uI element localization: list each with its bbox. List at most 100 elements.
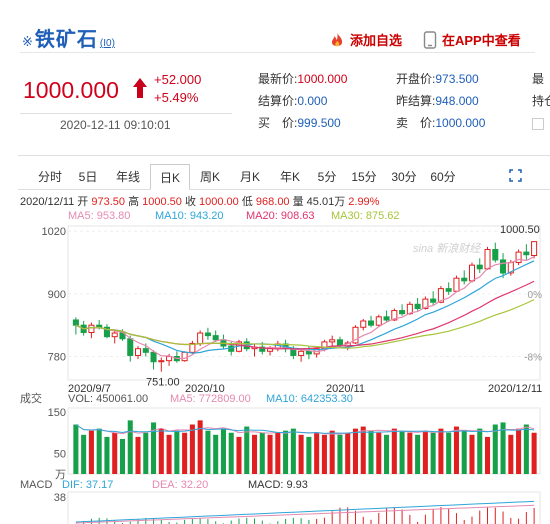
kline-chart[interactable]: 2020/12/11 开 973.50 高 1000.50 收 1000.00 …	[18, 190, 550, 524]
vol-bar-44	[415, 434, 421, 474]
vol-bar-38	[368, 430, 374, 474]
vol-bar-4	[104, 436, 110, 474]
vol-bar-31	[314, 432, 320, 474]
tab-9[interactable]: 30分	[391, 170, 417, 184]
title-mark: ※	[22, 34, 33, 49]
add-watchlist-label: 添加自选	[350, 33, 403, 48]
tab-5[interactable]: 月K	[239, 170, 260, 184]
header-divider	[20, 52, 535, 53]
pct-tick-1: -8%	[524, 353, 542, 364]
vol-title: 成交	[20, 391, 42, 405]
price-change: +52.000 +5.49%	[154, 71, 201, 107]
vol-bar-34	[337, 434, 343, 474]
candle-body-53	[484, 248, 491, 270]
vol-value: VOL: 450061.00	[68, 393, 148, 405]
quote-col-2: 开盘价:973.500 昨结算:948.000 卖 价:1000.000	[396, 68, 485, 134]
stock-header: ※ 铁矿石 (I0) 添加自选 在APP中查看	[0, 0, 550, 56]
tab-7[interactable]: 5分	[317, 170, 337, 184]
candle-body-29	[298, 350, 305, 356]
vol-bar-12	[166, 434, 172, 474]
vol-bar-46	[430, 432, 436, 474]
candle-body-6	[119, 332, 126, 340]
vol-bar-58	[523, 424, 529, 474]
candle-body-0	[72, 319, 79, 326]
annotation-high: 1000.50	[500, 224, 540, 236]
candle-body-54	[492, 248, 499, 261]
vol-bar-10	[151, 422, 157, 474]
candle-body-58	[523, 251, 530, 256]
fullscreen-icon[interactable]	[509, 169, 522, 182]
candle-body-17	[204, 332, 211, 337]
period-tabs: 分时 5日 年线 日K 周K 月K 年K 5分 15分 30分 60分	[18, 164, 550, 190]
candle-body-51	[468, 264, 476, 282]
vol-bar-45	[422, 430, 428, 474]
vol-ma5: MA5: 772809.00	[170, 393, 251, 405]
candle-body-52	[476, 264, 483, 270]
tab-6[interactable]: 年K	[279, 170, 300, 184]
tab-8[interactable]: 15分	[351, 170, 377, 184]
vol-bar-33	[329, 430, 335, 474]
candle-body-5	[111, 332, 118, 338]
candle-body-57	[515, 251, 522, 264]
price-tick-0: 1020	[42, 226, 66, 238]
x-label-3: 2020/12/11	[488, 383, 542, 395]
quote-divider	[20, 113, 232, 114]
vol-bar-30	[306, 436, 312, 474]
field-bid: 买 价:999.500	[258, 116, 341, 130]
tab-3[interactable]: 日K	[150, 164, 190, 190]
field-high: 最	[532, 72, 545, 86]
candle-body-11	[158, 360, 165, 363]
vol-bar-15	[189, 424, 195, 474]
tab-2[interactable]: 年线	[115, 170, 140, 184]
vol-ma-line-1	[75, 424, 535, 434]
stock-title: ※ 铁矿石 (I0)	[22, 23, 115, 52]
flame-icon	[331, 31, 343, 46]
chart-panel: 分时 5日 年线 日K 周K 月K 年K 5分 15分 30分 60分 2020/12/11 开 9…	[18, 155, 550, 524]
vol-bar-18	[213, 434, 219, 474]
candle-body-50	[461, 277, 468, 282]
vol-bar-51	[469, 434, 475, 474]
field-latest: 最新价:1000.000	[258, 72, 348, 86]
info-line: 2020/12/11 开 973.50 高 1000.50 收 1000.00 …	[20, 194, 380, 208]
vol-bar-57	[516, 428, 522, 474]
vol-bar-9	[143, 432, 149, 474]
add-watchlist-button[interactable]: 添加自选	[328, 30, 402, 49]
vol-bar-39	[376, 432, 382, 474]
tab-10[interactable]: 60分	[430, 170, 456, 184]
candle-body-45	[422, 298, 429, 309]
vol-tick-0: 150	[48, 407, 66, 419]
tab-4[interactable]: 周K	[199, 170, 220, 184]
vol-frame	[67, 407, 541, 475]
ma-label-2: MA20: 908.63	[246, 210, 315, 222]
vol-bar-42	[399, 430, 405, 474]
candle-body-36	[352, 326, 359, 344]
candle-body-37	[360, 320, 367, 328]
x-label-2: 2020/11	[326, 383, 365, 395]
stock-name: 铁矿石	[34, 29, 98, 51]
candle-body-15	[189, 342, 196, 353]
vol-bar-6	[119, 438, 126, 474]
ma-label-3: MA30: 875.62	[331, 210, 400, 222]
field-open: 开盘价:973.500	[396, 72, 479, 86]
vol-bar-2	[88, 430, 94, 474]
tab-0[interactable]: 分时	[37, 170, 62, 184]
vol-bar-47	[438, 428, 444, 474]
vol-bar-27	[283, 430, 289, 474]
vol-bar-7	[127, 420, 133, 474]
stock-code[interactable]: (I0)	[99, 38, 115, 49]
tab-1[interactable]: 5日	[78, 170, 98, 184]
price-tick-2: 780	[48, 352, 66, 364]
candle-body-55	[500, 259, 507, 274]
vol-bar-53	[484, 436, 491, 474]
last-price: 1000.000	[23, 77, 119, 103]
vol-bar-17	[205, 430, 211, 474]
view-in-app-button[interactable]: 在APP中查看	[423, 30, 521, 49]
candle-body-59	[531, 241, 538, 256]
vol-ma10: MA10: 642353.30	[266, 393, 353, 405]
vol-bar-25	[267, 434, 273, 474]
quote-col-3: 最 持仓	[532, 68, 550, 134]
field-settle: 结算价:0.000	[258, 94, 328, 108]
quote-time: 2020-12-11 09:10:01	[60, 118, 171, 132]
candle-body-8	[134, 348, 142, 356]
vol-bar-55	[500, 422, 506, 474]
